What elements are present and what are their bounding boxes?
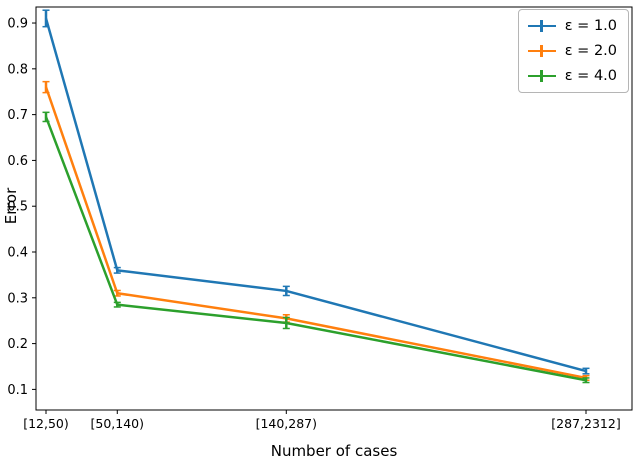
legend-label: ε = 4.0 xyxy=(564,68,617,84)
series-group xyxy=(42,9,590,375)
x-axis-label: Number of cases xyxy=(270,442,398,460)
x-tick-label: [50,140) xyxy=(91,416,145,431)
y-tick-label: 0.3 xyxy=(7,291,28,306)
x-tick-label: [12,50) xyxy=(23,416,69,431)
y-tick-label: 0.1 xyxy=(7,383,28,398)
y-tick-label: 0.4 xyxy=(7,246,28,261)
x-tick-label: [140,287) xyxy=(256,416,317,431)
legend-label: ε = 1.0 xyxy=(564,18,617,34)
legend: ε = 1.0 ε = 2.0 ε = 4.0 xyxy=(517,9,629,93)
y-tick-label: 0.8 xyxy=(7,62,28,77)
series-group xyxy=(42,80,590,381)
series-line xyxy=(44,86,587,380)
errorbar-marker-icon xyxy=(527,43,556,59)
series-group xyxy=(42,111,590,384)
errorbar-marker-icon xyxy=(527,68,556,84)
x-tick-label: [287,2312] xyxy=(551,416,620,431)
legend-label: ε = 2.0 xyxy=(564,43,617,59)
y-tick-label: 0.9 xyxy=(7,17,28,32)
y-tick-label: 0.7 xyxy=(7,108,28,123)
plot-frame xyxy=(35,6,633,411)
y-tick-label: 0.6 xyxy=(7,154,28,169)
y-axis-label: Error xyxy=(2,187,20,225)
y-tick-label: 0.5 xyxy=(7,200,28,215)
legend-item: ε = 2.0 xyxy=(527,43,617,59)
legend-item: ε = 1.0 xyxy=(527,18,617,34)
y-tick-label: 0.2 xyxy=(7,337,28,352)
series-line xyxy=(44,18,587,373)
errorbar-marker-icon xyxy=(527,18,556,34)
legend-item: ε = 4.0 xyxy=(527,68,617,84)
series-line xyxy=(44,116,587,382)
